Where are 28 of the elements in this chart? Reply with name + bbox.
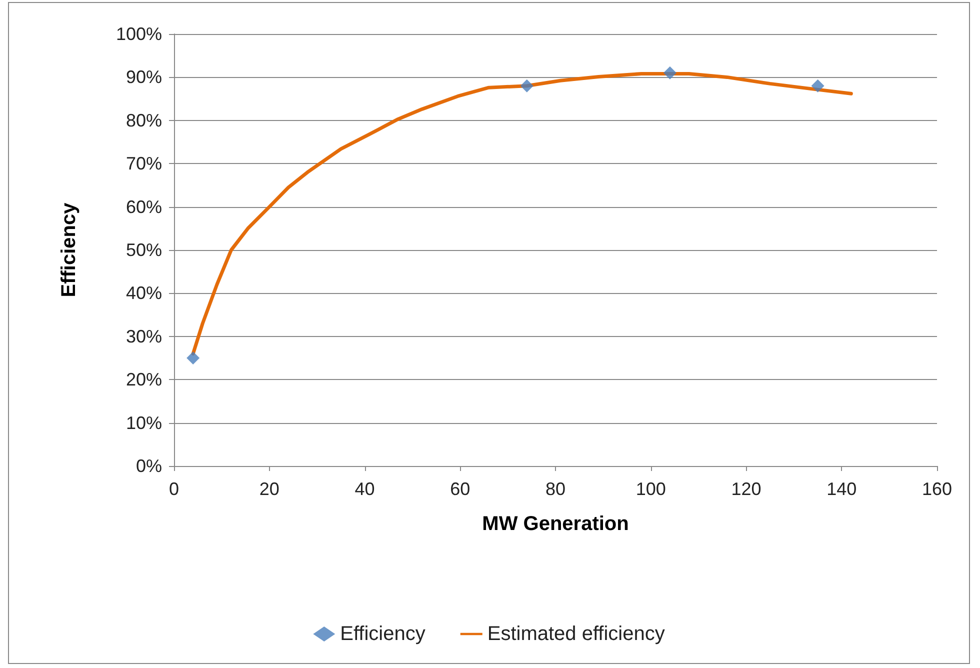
point bbox=[811, 79, 824, 92]
y-tick-label: 80% bbox=[126, 110, 162, 130]
y-tick-label: 100% bbox=[116, 24, 162, 44]
y-tick-label: 0% bbox=[136, 456, 162, 476]
point bbox=[520, 79, 534, 92]
legend-label: Estimated efficiency bbox=[487, 623, 665, 645]
x-tick-label: 20 bbox=[259, 479, 280, 499]
y-tick-label: 30% bbox=[126, 326, 162, 346]
x-tick-label: 140 bbox=[826, 479, 857, 499]
point bbox=[663, 66, 676, 80]
y-tick-label: 10% bbox=[126, 412, 162, 433]
x-tick-label: 0 bbox=[168, 479, 180, 499]
x-tick-label: 40 bbox=[354, 479, 375, 499]
y-axis-title: Efficiency bbox=[58, 202, 80, 298]
x-tick-label: 120 bbox=[731, 479, 762, 499]
legend-label: Efficiency bbox=[340, 623, 426, 645]
y-tick-label: 20% bbox=[126, 370, 162, 390]
point bbox=[186, 352, 200, 364]
x-axis-title: MW Generation bbox=[482, 513, 629, 535]
x-tick-label: 100 bbox=[636, 479, 666, 499]
y-tick-label: 70% bbox=[126, 154, 162, 174]
y-tick-label: 90% bbox=[126, 67, 162, 88]
x-tick-label: 160 bbox=[922, 479, 952, 499]
y-tick-label: 60% bbox=[126, 196, 162, 217]
y-tick-label: 50% bbox=[126, 240, 162, 260]
x-tick-label: 80 bbox=[545, 479, 566, 499]
x-tick-label: 60 bbox=[450, 479, 470, 499]
y-tick-label: 40% bbox=[126, 283, 162, 304]
